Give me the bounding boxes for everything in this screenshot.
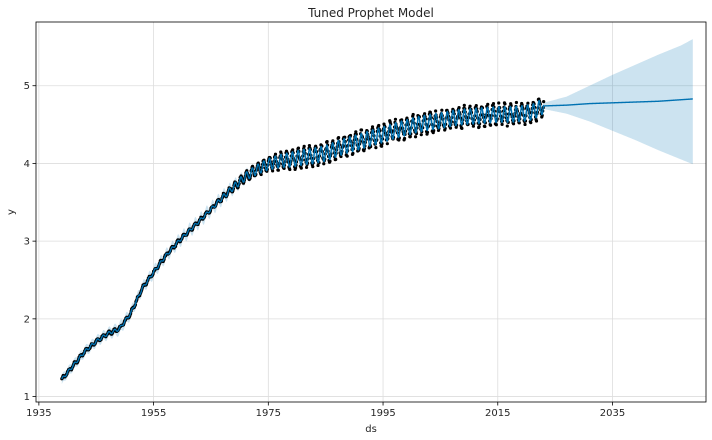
x-tick-label: 1935 — [26, 408, 51, 419]
observed-point — [351, 151, 355, 155]
observed-point — [345, 154, 349, 158]
forecast-line-group — [61, 98, 693, 380]
forecast-line — [61, 98, 693, 380]
observed-point — [402, 136, 407, 141]
observed-point — [271, 169, 275, 173]
observed-point — [471, 124, 475, 128]
observed-point — [304, 165, 309, 170]
observed-point — [325, 139, 329, 144]
observed-point — [523, 122, 527, 127]
observed-point — [494, 123, 498, 127]
y-tick-label: 4 — [24, 159, 30, 170]
observed-point — [385, 142, 389, 146]
observed-point — [374, 146, 378, 150]
x-axis-label: ds — [365, 424, 377, 435]
y-tick-label: 2 — [24, 314, 30, 325]
y-tick-label: 1 — [24, 392, 30, 403]
observed-point — [273, 152, 278, 156]
observed-point — [529, 121, 533, 125]
observed-point — [477, 125, 481, 129]
y-tick-label: 5 — [24, 81, 30, 92]
observed-point — [296, 146, 301, 150]
observed-point — [302, 144, 306, 148]
observed-point — [408, 135, 412, 139]
x-tick-label: 2015 — [485, 408, 510, 419]
observed-point — [331, 139, 335, 143]
chart-title: Tuned Prophet Model — [307, 6, 434, 20]
observed-point — [500, 122, 504, 126]
observed-point — [413, 135, 418, 139]
observed-point — [377, 123, 381, 128]
observed-point — [511, 122, 516, 126]
observed-point — [542, 100, 546, 104]
plot-frame — [35, 21, 707, 403]
observed-point — [311, 165, 315, 169]
observed-point — [457, 106, 461, 110]
observed-point — [505, 124, 509, 128]
observed-point — [336, 136, 341, 140]
observed-point — [423, 112, 427, 116]
observed-point — [491, 102, 496, 106]
observed-point — [489, 123, 493, 127]
observed-point — [291, 148, 295, 152]
x-tick-label: 1975 — [256, 408, 281, 419]
observed-point — [497, 101, 501, 105]
observed-point — [448, 126, 453, 130]
observed-point — [328, 159, 332, 163]
observed-point — [400, 118, 404, 122]
observed-point — [514, 100, 519, 105]
observed-point — [354, 130, 358, 134]
observed-point — [322, 162, 326, 166]
observed-point — [434, 109, 438, 113]
x-tick-label: 1995 — [370, 408, 395, 419]
observed-point — [316, 163, 320, 168]
observed-point — [419, 133, 423, 137]
observed-point — [307, 144, 312, 148]
observed-point — [440, 108, 444, 112]
observed-point — [380, 144, 384, 148]
y-axis-ticks: 1 2 3 4 5 — [24, 81, 36, 403]
observed-point — [339, 154, 343, 159]
observed-point — [526, 101, 530, 105]
observed-point — [370, 125, 375, 129]
observed-point — [474, 104, 478, 108]
observed-point — [293, 166, 298, 170]
observed-point — [393, 117, 398, 121]
observed-point — [276, 168, 280, 172]
x-tick-label: 2035 — [600, 408, 625, 419]
observed-point — [534, 119, 539, 123]
observed-point — [486, 102, 490, 106]
gridlines — [36, 22, 706, 402]
observed-point — [411, 112, 415, 117]
y-axis-label: y — [6, 209, 17, 215]
observed-point — [259, 172, 263, 177]
observed-point — [468, 104, 472, 108]
observed-point — [299, 166, 303, 170]
y-tick-label: 3 — [24, 237, 30, 248]
uncertainty-band — [61, 39, 693, 385]
observed-point — [460, 126, 464, 130]
observed-point — [503, 102, 507, 106]
x-tick-label: 1955 — [141, 408, 166, 419]
observed-point — [334, 157, 338, 161]
observed-point — [462, 103, 466, 107]
uncertainty-band-group — [61, 39, 693, 385]
observed-point — [425, 130, 430, 134]
observed-point — [359, 128, 364, 132]
observed-point — [483, 124, 487, 129]
x-axis-ticks: 1935 1955 1975 1995 2015 2035 — [26, 402, 625, 419]
observed-point — [288, 167, 292, 172]
